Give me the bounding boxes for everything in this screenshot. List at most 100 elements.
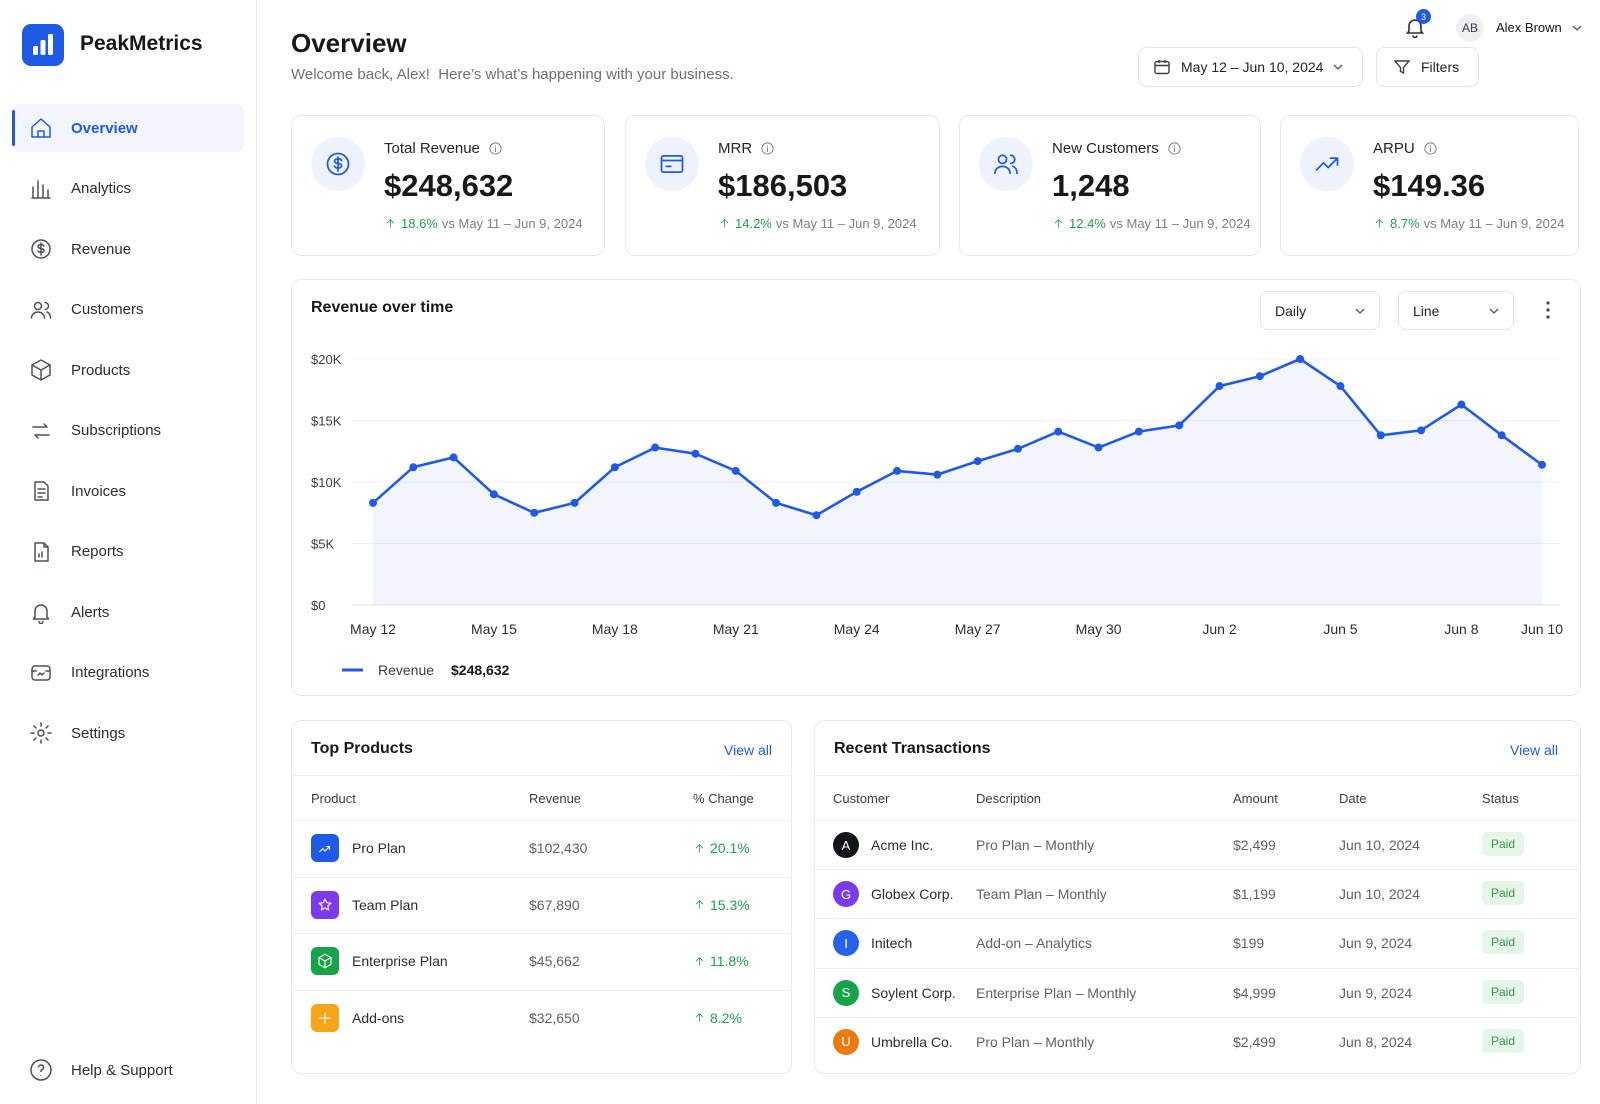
nav-item[interactable]: Settings <box>12 709 244 757</box>
interval-value: Daily <box>1275 302 1307 319</box>
nav-item[interactable]: Products <box>12 346 244 394</box>
kpi-label-row: MRR <box>718 140 775 157</box>
icon <box>994 154 1018 175</box>
nav-item[interactable]: Invoices <box>12 467 244 515</box>
date: Jun 9, 2024 <box>1339 935 1413 952</box>
divider <box>292 933 791 934</box>
kpi-value: $186,503 <box>718 168 848 203</box>
status-badge: Paid <box>1482 1028 1525 1053</box>
customer-avatar: A <box>833 832 859 858</box>
product-revenue: $32,650 <box>529 1009 580 1026</box>
status-badge: Paid <box>1482 832 1525 856</box>
filters-button[interactable]: Filters <box>1376 47 1479 87</box>
chart-menu[interactable] <box>1542 300 1554 320</box>
product-change: 15.3% <box>693 897 750 913</box>
chart-title: Revenue over time <box>311 299 454 316</box>
column-header: Status <box>1482 791 1519 806</box>
nav-label: Revenue <box>71 240 132 258</box>
customer-name: Umbrella Co. <box>871 1033 953 1050</box>
sidebar: PeakMetrics Help & Support Overview Analy… <box>0 0 257 1104</box>
view-all-link[interactable]: View all <box>1510 742 1558 758</box>
nav-label: Overview <box>71 119 138 137</box>
kpi-compare: vs May 11 – Jun 9, 2024 <box>441 216 583 231</box>
icon <box>34 541 49 562</box>
icon <box>1168 142 1181 155</box>
interval-select[interactable]: Daily <box>1260 291 1380 330</box>
nav-item[interactable]: Overview <box>12 104 244 152</box>
card-title: Recent Transactions <box>834 740 991 757</box>
user-name: Alex Brown <box>1496 20 1562 35</box>
divider <box>815 820 1580 821</box>
kpi-icon <box>1300 137 1354 191</box>
amount: $2,499 <box>1233 837 1276 853</box>
divider <box>815 1016 1580 1018</box>
product-revenue: $102,430 <box>529 840 588 856</box>
top-products-card: Top Products View all Product Revenue % Chan… <box>291 720 792 1074</box>
nav-item[interactable]: Alerts <box>12 588 244 636</box>
icon <box>319 845 331 853</box>
product-revenue: $45,662 <box>529 953 580 969</box>
product-change-value: 11.8% <box>710 953 749 969</box>
product-change-value: 15.3% <box>710 896 750 913</box>
product-icon <box>311 947 339 975</box>
kpi-label: ARPU <box>1373 140 1415 157</box>
nav-item[interactable]: Analytics <box>12 165 244 213</box>
icon <box>31 239 51 259</box>
nav-item[interactable]: Integrations <box>12 649 244 697</box>
icon <box>31 359 51 381</box>
user-avatar[interactable]: AB <box>1456 14 1484 42</box>
nav-label: Invoices <box>71 482 127 500</box>
product-icon <box>311 834 339 862</box>
help-link[interactable]: Help & Support <box>12 1046 244 1094</box>
date: Jun 8, 2024 <box>1339 1033 1413 1050</box>
column-header: % Change <box>693 791 754 806</box>
nav-label: Products <box>71 361 131 379</box>
product-change: 11.8% <box>693 953 749 969</box>
icon <box>1375 219 1384 228</box>
kpi-label-row: ARPU <box>1373 140 1438 157</box>
product-name: Enterprise Plan <box>352 953 448 969</box>
kpi-change-row: 14.2% vs May 11 – Jun 9, 2024 <box>718 216 917 231</box>
amount: $2,499 <box>1233 1033 1276 1050</box>
date-range: May 12 – Jun 10, 2024 <box>1181 59 1324 75</box>
nav-item[interactable]: Revenue <box>12 225 244 273</box>
nav-item[interactable]: Subscriptions <box>12 407 244 455</box>
nav-item[interactable]: Customers <box>12 286 244 334</box>
icon <box>1424 142 1437 155</box>
date-range-picker[interactable]: May 12 – Jun 10, 2024 <box>1138 47 1363 87</box>
kpi-card: New Customers 1,248 12.4% vs May 11 – Jun 9… <box>959 115 1261 256</box>
user-menu[interactable]: Alex Brown <box>1496 20 1582 35</box>
column-header: Description <box>976 791 1042 806</box>
icon <box>1054 219 1063 228</box>
kpi-change: 12.4% <box>1069 216 1106 231</box>
kpi-card: ARPU $149.36 8.7% vs May 11 – Jun 9, 2024 <box>1280 115 1579 256</box>
product-change-value: 20.1% <box>710 840 750 856</box>
kpi-icon <box>311 137 365 191</box>
kpi-label: Total Revenue <box>384 140 480 157</box>
icon <box>31 664 51 681</box>
description: Enterprise Plan – Monthly <box>976 984 1137 1001</box>
kpi-value: $248,632 <box>384 168 514 203</box>
nav-label: Settings <box>71 724 126 742</box>
divider <box>292 775 791 776</box>
icon <box>34 481 49 501</box>
customer-avatar: U <box>833 1028 859 1055</box>
chart-type-select[interactable]: Line <box>1398 291 1514 330</box>
view-all-link[interactable]: View all <box>724 742 772 758</box>
product-change: 20.1% <box>693 840 750 856</box>
customer-name: Initech <box>871 935 913 952</box>
kpi-compare: vs May 11 – Jun 9, 2024 <box>775 216 917 231</box>
icon <box>326 152 350 176</box>
logo <box>22 24 64 66</box>
help-text: Help & Support <box>71 1061 173 1079</box>
kpi-icon <box>645 137 699 191</box>
icon <box>31 179 51 199</box>
notifications[interactable]: 3 <box>1402 9 1431 40</box>
description: Pro Plan – Monthly <box>976 837 1095 853</box>
product-icon <box>311 1003 339 1032</box>
kpi-card: Total Revenue $248,632 18.6% vs May 11 – Ju… <box>291 115 605 256</box>
divider <box>815 967 1580 969</box>
kpi-label: MRR <box>718 140 753 157</box>
nav-item[interactable]: Reports <box>12 528 244 576</box>
